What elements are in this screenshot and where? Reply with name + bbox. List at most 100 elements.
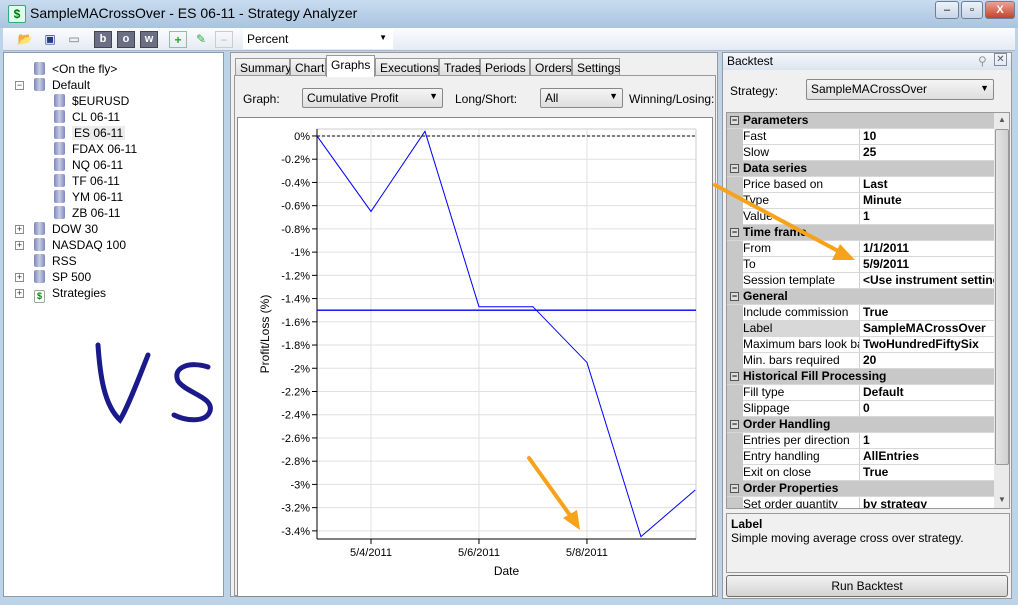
property-category[interactable]: − Order Handling (727, 417, 994, 433)
tree-item[interactable]: FDAX 06-11 (54, 141, 137, 157)
tab-settings[interactable]: Settings (572, 58, 620, 76)
long-short-dropdown[interactable]: All ▼ (540, 88, 623, 108)
close-panel-icon[interactable]: ✕ (994, 53, 1007, 66)
property-value[interactable]: SampleMACrossOver (863, 321, 986, 335)
open-icon[interactable]: 📂 (17, 32, 33, 46)
strategy-dropdown[interactable]: SampleMACrossOver ▼ (806, 79, 994, 100)
tree-item[interactable]: YM 06-11 (54, 189, 123, 205)
collapse-icon[interactable]: − (730, 371, 739, 381)
tree-item[interactable]: $EURUSD (54, 93, 129, 109)
property-row[interactable]: Session template<Use instrument settings… (727, 273, 994, 289)
pin-icon[interactable]: ⚲ (978, 54, 987, 68)
tab-periods[interactable]: Periods (480, 58, 530, 76)
expand-icon[interactable]: + (15, 288, 24, 298)
scroll-down-icon[interactable]: ▼ (998, 495, 1006, 504)
maximize-button[interactable]: ▫ (961, 1, 983, 19)
property-value[interactable]: 25 (863, 145, 877, 159)
tree-item[interactable]: CL 06-11 (54, 109, 120, 125)
collapse-icon[interactable]: − (730, 419, 739, 429)
property-value[interactable]: 5/9/2011 (863, 257, 910, 271)
collapse-icon[interactable]: − (730, 227, 739, 237)
tree-item[interactable]: RSS (34, 253, 77, 269)
tree-item[interactable]: Default (34, 77, 90, 93)
property-row[interactable]: Maximum bars look backTwoHundredFiftySix (727, 337, 994, 353)
tree-item[interactable]: $ Strategies (34, 285, 106, 303)
property-value[interactable]: 10 (863, 129, 877, 143)
property-value[interactable]: 1/1/2011 (863, 241, 910, 255)
tree-item[interactable]: <On the fly> (34, 61, 117, 77)
expand-icon[interactable]: + (15, 224, 24, 234)
property-value[interactable]: Last (863, 177, 888, 191)
property-value[interactable]: Default (863, 385, 904, 399)
property-row[interactable]: Type Minute (727, 193, 994, 209)
graph-type-dropdown[interactable]: Cumulative Profit ▼ (302, 88, 443, 108)
close-button[interactable]: X (985, 1, 1015, 19)
collapse-icon[interactable]: − (730, 115, 739, 125)
tree-item[interactable]: ZB 06-11 (54, 205, 120, 221)
property-row[interactable]: Fast 10 (727, 129, 994, 145)
property-row[interactable]: Entries per direction 1 (727, 433, 994, 449)
property-category[interactable]: − Time frame (727, 225, 994, 241)
properties-scrollbar[interactable]: ▲ ▼ (994, 113, 1009, 508)
tree-item[interactable]: SP 500 (34, 269, 91, 285)
tree-item[interactable]: NQ 06-11 (54, 157, 123, 173)
scrollbar-thumb[interactable] (995, 129, 1009, 465)
display-unit-dropdown[interactable]: Percent ▼ (243, 29, 393, 49)
property-row[interactable]: Price based on Last (727, 177, 994, 193)
property-value[interactable]: TwoHundredFiftySix (863, 337, 979, 351)
property-row[interactable]: Fill type Default (727, 385, 994, 401)
collapse-icon[interactable]: − (730, 291, 739, 301)
property-category[interactable]: − Data series (727, 161, 994, 177)
collapse-icon[interactable]: − (15, 80, 24, 90)
property-row[interactable]: Set order quantity by strategy (727, 497, 994, 509)
property-value[interactable]: 0 (863, 401, 870, 415)
property-row[interactable]: Exit on close True (727, 465, 994, 481)
property-value[interactable]: 1 (863, 433, 870, 447)
property-category[interactable]: − General (727, 289, 994, 305)
tree-item[interactable]: ES 06-11 (54, 125, 126, 141)
property-category[interactable]: − Historical Fill Processing (727, 369, 994, 385)
edit-icon[interactable]: ✎ (195, 32, 207, 46)
property-value[interactable]: AllEntries (863, 449, 920, 463)
tab-trades[interactable]: Trades (439, 58, 481, 76)
property-value[interactable]: True (863, 305, 889, 319)
tree-item[interactable]: TF 06-11 (54, 173, 120, 189)
property-value[interactable]: Minute (863, 193, 902, 207)
add-icon[interactable]: + (169, 31, 187, 48)
tab-executions[interactable]: Executions (375, 58, 439, 76)
property-row[interactable]: To 5/9/2011 (727, 257, 994, 273)
run-backtest-button[interactable]: Run Backtest (726, 575, 1008, 597)
property-category[interactable]: − Order Properties (727, 481, 994, 497)
tab-chart[interactable]: Chart (290, 58, 326, 76)
presentation-icon[interactable]: ▭ (68, 32, 80, 46)
expand-icon[interactable]: + (15, 240, 24, 250)
optimize-o-button[interactable]: o (117, 31, 135, 48)
save-icon[interactable]: ▣ (44, 32, 56, 46)
tree-item[interactable]: NASDAQ 100 (34, 237, 126, 253)
collapse-icon[interactable]: − (730, 163, 739, 173)
walkforward-w-button[interactable]: w (140, 31, 158, 48)
property-value[interactable]: <Use instrument settings> (863, 273, 994, 287)
collapse-icon[interactable]: − (730, 483, 739, 493)
tab-summary[interactable]: Summary (235, 58, 291, 76)
property-row[interactable]: Include commission True (727, 305, 994, 321)
backtest-b-button[interactable]: b (94, 31, 112, 48)
property-row[interactable]: Slow 25 (727, 145, 994, 161)
property-value[interactable]: 20 (863, 353, 877, 367)
tab-orders[interactable]: Orders (530, 58, 572, 76)
tree-item[interactable]: DOW 30 (34, 221, 98, 237)
property-row[interactable]: Slippage 0 (727, 401, 994, 417)
tab-graphs[interactable]: Graphs (326, 55, 375, 77)
property-category[interactable]: − Parameters (727, 113, 994, 129)
property-row[interactable]: Label SampleMACrossOver (727, 321, 994, 337)
expand-icon[interactable]: + (15, 272, 24, 282)
property-row[interactable]: Entry handling AllEntries (727, 449, 994, 465)
minimize-button[interactable]: – (935, 1, 959, 19)
property-row[interactable]: From 1/1/2011 (727, 241, 994, 257)
scroll-up-icon[interactable]: ▲ (998, 115, 1006, 124)
property-value[interactable]: by strategy (863, 497, 928, 509)
property-row[interactable]: Min. bars required 20 (727, 353, 994, 369)
property-value[interactable]: True (863, 465, 889, 479)
property-value[interactable]: 1 (863, 209, 870, 223)
remove-icon[interactable]: − (215, 31, 233, 48)
